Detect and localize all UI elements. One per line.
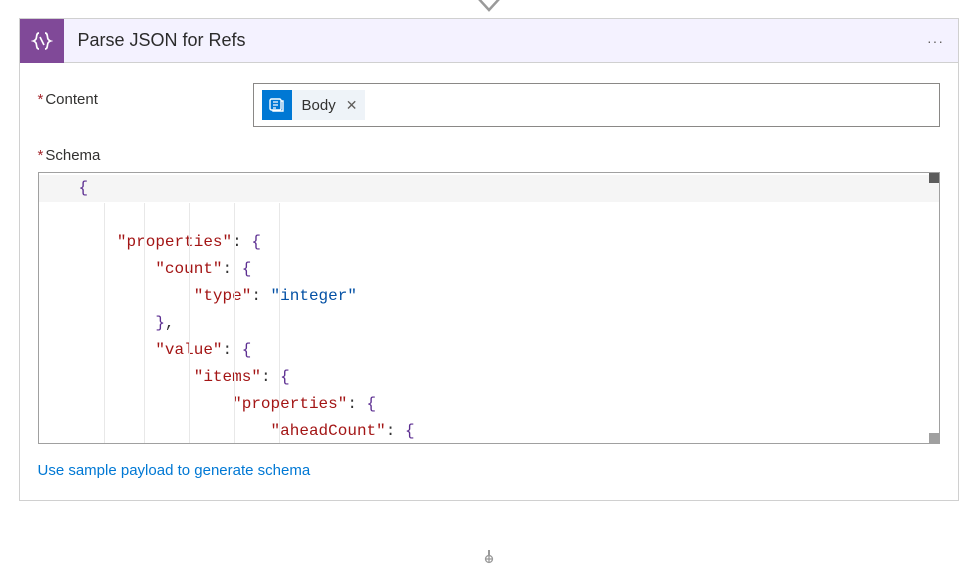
card-menu-button[interactable]: ···	[914, 33, 958, 49]
token-connector-icon	[262, 90, 292, 120]
bottom-connector-icon	[477, 550, 501, 569]
schema-editor[interactable]: { "properties": { "count": { "type": "in…	[38, 172, 940, 444]
parse-json-icon	[20, 19, 64, 63]
schema-field: *Schema { "properties": { "count": { "ty…	[38, 147, 940, 480]
content-field-row: *Content Body ✕	[38, 83, 940, 127]
scrollbar-top-icon	[929, 173, 939, 183]
token-label: Body	[292, 97, 346, 114]
sample-payload-link[interactable]: Use sample payload to generate schema	[38, 462, 311, 479]
card-title: Parse JSON for Refs	[64, 30, 914, 51]
card-header[interactable]: Parse JSON for Refs ···	[20, 19, 958, 63]
content-input-wrapper: Body ✕	[253, 83, 940, 127]
content-input[interactable]: Body ✕	[253, 83, 940, 127]
card-body: *Content Body ✕	[20, 63, 958, 500]
content-label: *Content	[38, 83, 253, 108]
action-card: Parse JSON for Refs ··· *Content	[19, 18, 959, 501]
body-token[interactable]: Body ✕	[262, 90, 366, 120]
arrow-down-icon	[476, 0, 502, 21]
token-remove-icon[interactable]: ✕	[346, 97, 358, 114]
schema-label: *Schema	[38, 147, 940, 164]
scrollbar-bottom-icon	[929, 433, 939, 443]
schema-code: { "properties": { "count": { "type": "in…	[39, 173, 939, 444]
